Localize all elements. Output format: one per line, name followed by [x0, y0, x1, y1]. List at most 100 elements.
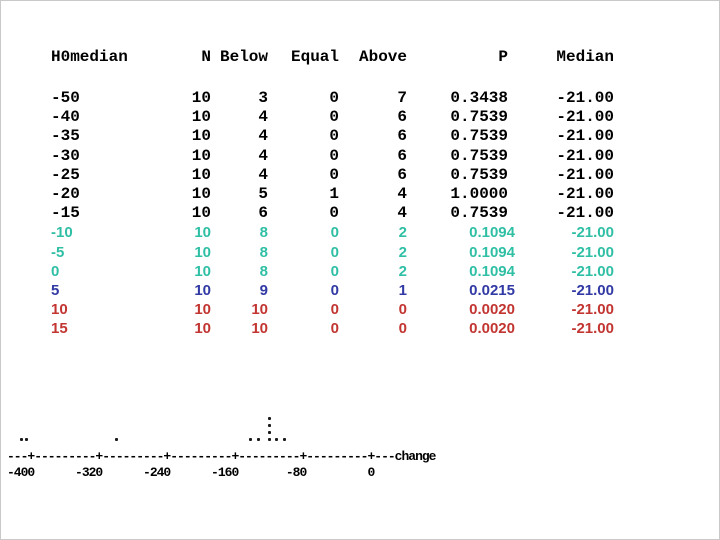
cell-equal: 0 [330, 243, 339, 261]
cell-n: 10 [191, 204, 211, 223]
cell-equal: 0 [330, 224, 339, 242]
cell-h0: 10 [51, 301, 68, 319]
cell-equal: 0 [329, 204, 339, 223]
cell-median: -21.00 [571, 301, 614, 319]
cell-n: 10 [194, 262, 211, 280]
cell-h0: -40 [51, 108, 80, 127]
cell-equal: 0 [330, 262, 339, 280]
cell-median: -21.00 [571, 281, 614, 299]
cell-median: -21.00 [571, 262, 614, 280]
col-header-p: P [498, 48, 508, 66]
cell-n: 10 [191, 165, 211, 184]
cell-equal: 0 [330, 320, 339, 338]
cell-n: 10 [191, 108, 211, 127]
cell-above: 2 [398, 262, 407, 280]
dotplot-point [283, 438, 286, 441]
cell-n: 10 [194, 243, 211, 261]
cell-equal: 0 [329, 127, 339, 146]
table-row: -15 10 6 0 4 0.7539 -21.00 [1, 204, 614, 223]
cell-p: 0.0020 [469, 320, 515, 338]
table-row: 15 10 10 0 0 0.0020 -21.00 [1, 319, 614, 338]
cell-equal: 1 [329, 184, 339, 203]
cell-equal: 0 [329, 165, 339, 184]
cell-median: -21.00 [571, 320, 614, 338]
table-row: 0 10 8 0 2 0.1094 -21.00 [1, 262, 614, 281]
cell-below: 8 [259, 224, 268, 242]
cell-above: 0 [398, 301, 407, 319]
cell-equal: 0 [329, 108, 339, 127]
cell-h0: 0 [51, 262, 60, 280]
table-row: -5 10 8 0 2 0.1094 -21.00 [1, 243, 614, 262]
cell-above: 1 [398, 281, 407, 299]
cell-median: -21.00 [571, 224, 614, 242]
cell-n: 10 [194, 224, 211, 242]
cell-n: 10 [191, 89, 211, 107]
cell-above: 6 [397, 146, 407, 165]
cell-below: 8 [259, 243, 268, 261]
cell-above: 6 [397, 127, 407, 146]
cell-p: 0.7539 [450, 127, 508, 146]
dotplot-point [115, 438, 118, 441]
cell-below: 9 [259, 281, 268, 299]
cell-equal: 0 [330, 281, 339, 299]
col-header-above: Above [358, 48, 407, 66]
col-header-h0median: H0median [51, 48, 128, 66]
cell-h0: -10 [51, 224, 73, 242]
cell-above: 7 [397, 89, 407, 107]
cell-equal: 0 [330, 301, 339, 319]
cell-n: 10 [194, 301, 211, 319]
col-header-below: Below [219, 48, 268, 66]
cell-below: 6 [258, 204, 268, 223]
cell-p: 0.7539 [450, 165, 508, 184]
table-row: -30 10 4 0 6 0.7539 -21.00 [1, 147, 614, 166]
dotplot-point [249, 438, 252, 441]
cell-n: 10 [191, 127, 211, 146]
cell-p: 0.1094 [469, 243, 515, 261]
col-header-n: N [201, 48, 211, 66]
table-row: -50 10 3 0 7 0.3438 -21.00 [1, 89, 614, 108]
cell-median: -21.00 [556, 89, 614, 107]
table-row: -20 10 5 1 4 1.0000 -21.00 [1, 185, 614, 204]
cell-p: 0.1094 [469, 262, 515, 280]
cell-median: -21.00 [556, 127, 614, 146]
col-header-equal: Equal [290, 48, 339, 66]
table-row: -40 10 4 0 6 0.7539 -21.00 [1, 108, 614, 127]
dotplot-point [268, 417, 271, 420]
cell-median: -21.00 [556, 184, 614, 203]
cell-below: 4 [258, 146, 268, 165]
table-row: -10 10 8 0 2 0.1094 -21.00 [1, 223, 614, 242]
cell-h0: -30 [51, 146, 80, 165]
cell-h0: -20 [51, 184, 80, 203]
dotplot-point [268, 438, 271, 441]
cell-p: 0.7539 [450, 146, 508, 165]
table-header: H0median N Below Equal Above P Median [1, 48, 614, 67]
cell-n: 10 [194, 320, 211, 338]
cell-above: 2 [398, 243, 407, 261]
cell-below: 8 [259, 262, 268, 280]
cell-h0: -35 [51, 127, 80, 146]
cell-h0: -50 [51, 89, 80, 107]
cell-p: 1.0000 [450, 184, 508, 203]
cell-p: 0.0215 [469, 281, 515, 299]
cell-below: 4 [258, 108, 268, 127]
cell-below: 4 [258, 165, 268, 184]
dotplot-tick-labels: -400 -320 -240 -160 -80 0 [7, 465, 375, 480]
dotplot-point [268, 424, 271, 427]
table-row: 5 10 9 0 1 0.0215 -21.00 [1, 281, 614, 300]
cell-above: 4 [397, 184, 407, 203]
cell-below: 10 [251, 301, 268, 319]
cell-above: 2 [398, 224, 407, 242]
cell-above: 4 [397, 204, 407, 223]
cell-below: 10 [251, 320, 268, 338]
dotplot-axis: ---+---------+---------+---------+------… [7, 449, 436, 464]
cell-below: 3 [258, 89, 268, 107]
dotplot-point [25, 438, 28, 441]
cell-equal: 0 [329, 146, 339, 165]
table-body: -50 10 3 0 7 0.3438 -21.00 -40 10 4 0 6 0.7539 -21.00… [1, 89, 614, 338]
cell-p: 0.7539 [450, 108, 508, 127]
col-header-median: Median [556, 48, 614, 66]
cell-above: 0 [398, 320, 407, 338]
cell-equal: 0 [329, 89, 339, 107]
